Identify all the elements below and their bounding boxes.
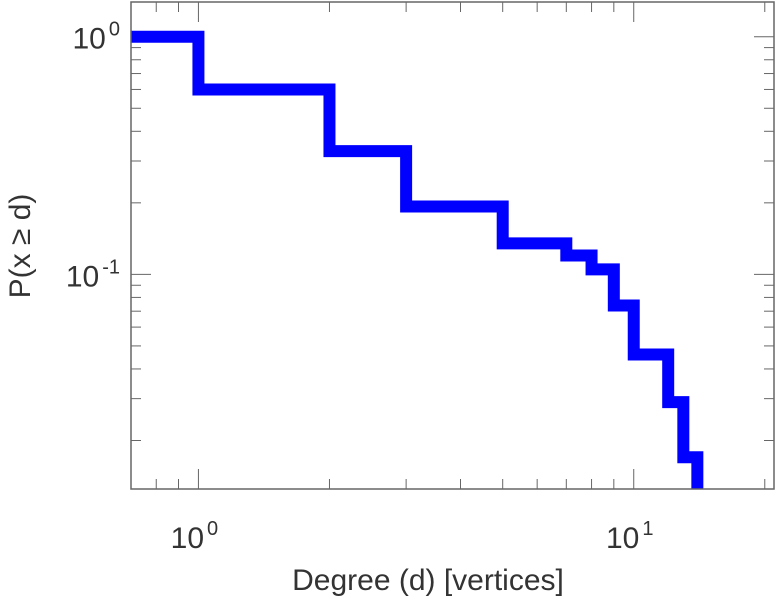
tick-label-exponent: -1 bbox=[102, 256, 120, 278]
tick-label-base: 10 bbox=[171, 522, 204, 555]
ticks-layer bbox=[130, 2, 774, 489]
ccdf-step-line bbox=[131, 30, 704, 489]
series-layer bbox=[131, 30, 704, 489]
y-tick-label: 10 -1 bbox=[66, 256, 120, 293]
tick-label-exponent: 0 bbox=[207, 518, 218, 540]
x-axis-title: Degree (d) [vertices] bbox=[292, 564, 564, 597]
tick-label-exponent: 0 bbox=[109, 19, 120, 41]
x-tick-label: 10 0 bbox=[171, 518, 219, 555]
tick-label-base: 10 bbox=[66, 260, 99, 293]
tick-label-base: 10 bbox=[606, 522, 639, 555]
x-tick-label: 10 1 bbox=[606, 518, 654, 555]
tick-label-base: 10 bbox=[73, 23, 106, 56]
tick-label-exponent: 1 bbox=[642, 518, 653, 540]
y-tick-label: 10 0 bbox=[73, 19, 121, 56]
plot-frame bbox=[130, 1, 775, 490]
y-axis-title: P(x ≥ d) bbox=[4, 194, 37, 299]
